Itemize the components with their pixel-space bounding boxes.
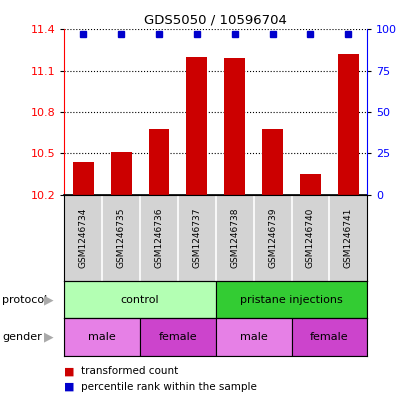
Bar [140,318,216,356]
Text: percentile rank within the sample: percentile rank within the sample [81,382,257,392]
Text: gender: gender [2,332,42,342]
Text: GSM1246741: GSM1246741 [344,208,353,268]
Bar [225,59,245,195]
Text: ▶: ▶ [44,293,54,306]
Text: ▶: ▶ [44,331,54,343]
Text: GSM1246736: GSM1246736 [154,208,164,268]
Text: male: male [88,332,116,342]
Text: ■: ■ [64,366,75,376]
Bar [111,152,132,195]
Bar [64,281,216,318]
Text: protocol: protocol [2,295,47,305]
Bar [216,281,367,318]
Text: control: control [121,295,159,305]
Bar [300,174,321,195]
Text: GSM1246737: GSM1246737 [193,208,201,268]
Bar [73,162,94,195]
Bar [149,129,169,195]
Bar [216,318,291,356]
Text: female: female [310,332,349,342]
Bar [186,57,207,195]
Text: female: female [159,332,197,342]
Text: ■: ■ [64,382,75,392]
Text: GSM1246735: GSM1246735 [117,208,126,268]
Text: GSM1246734: GSM1246734 [79,208,88,268]
Text: pristane injections: pristane injections [240,295,343,305]
Bar [64,318,140,356]
Bar [262,129,283,195]
Text: GSM1246739: GSM1246739 [268,208,277,268]
Text: male: male [240,332,268,342]
Text: transformed count: transformed count [81,366,178,376]
Bar [338,54,359,195]
Bar [291,318,367,356]
Title: GDS5050 / 10596704: GDS5050 / 10596704 [144,14,287,27]
Text: GSM1246740: GSM1246740 [306,208,315,268]
Text: GSM1246738: GSM1246738 [230,208,239,268]
